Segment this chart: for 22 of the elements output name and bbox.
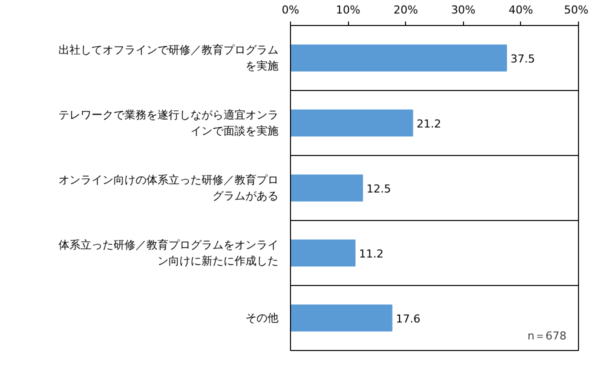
data-label: 12.5 xyxy=(366,182,391,196)
y-tick-label: その他 xyxy=(246,312,278,324)
x-tick-label: 10% xyxy=(336,4,360,16)
y-tick-label: テレワークで業務を遂行しながら適宜オンラインで面談を実施 xyxy=(58,108,278,138)
data-label: 37.5 xyxy=(510,52,535,66)
x-tick-label: 30% xyxy=(451,4,476,16)
data-label: 21.2 xyxy=(416,118,442,130)
bar xyxy=(290,304,392,332)
bar xyxy=(290,44,507,72)
x-tick-label: 50% xyxy=(564,4,589,16)
x-tick-label: 20% xyxy=(393,4,418,16)
y-tick-label: オンライン向けの体系立った研修／教育プログラムがある xyxy=(58,174,278,202)
data-label: 11.2 xyxy=(359,248,384,260)
bar xyxy=(290,110,414,136)
x-tick-label: 0% xyxy=(282,4,300,16)
y-tick-label: 体系立った研修／教育プログラムをオンライン向けに新たに作成した xyxy=(58,238,278,268)
y-tick-label: 出社してオフラインで研修／教育プログラムを実施 xyxy=(58,44,278,72)
bar xyxy=(290,174,363,202)
data-label: 17.6 xyxy=(396,312,420,326)
bar xyxy=(290,240,356,266)
annotation: n＝678 xyxy=(528,330,566,342)
x-tick-label: 40% xyxy=(508,4,534,16)
